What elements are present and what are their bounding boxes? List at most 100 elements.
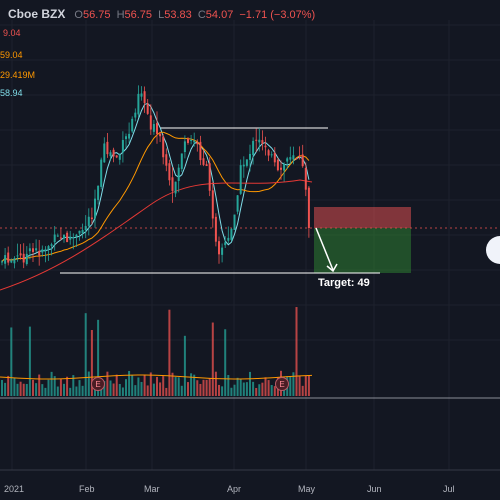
candle-body — [78, 230, 81, 234]
candle-body — [218, 241, 220, 255]
candle-body — [270, 154, 273, 156]
candle-body — [109, 152, 112, 157]
volume-bar — [211, 322, 214, 396]
x-tick: Jun — [367, 484, 382, 494]
earnings-marker[interactable]: E — [91, 377, 105, 391]
earnings-marker[interactable]: E — [275, 377, 289, 391]
x-tick: May — [298, 484, 316, 494]
candle-body — [69, 236, 72, 240]
candle-body — [286, 158, 289, 162]
candle-body — [72, 237, 75, 239]
volume-bar — [202, 379, 205, 396]
volume-bar — [137, 377, 140, 396]
candle-body — [183, 141, 186, 153]
volume-bar — [81, 385, 84, 396]
volume-bar — [84, 313, 87, 396]
candle-body — [193, 140, 196, 143]
candle-body — [103, 143, 106, 163]
indicator-value-4: 58.94 — [0, 88, 23, 98]
volume-bar — [16, 383, 19, 396]
volume-bar — [69, 387, 72, 396]
volume-bar — [149, 372, 152, 396]
volume-bar — [41, 384, 44, 396]
candle-body — [162, 136, 165, 158]
candle-body — [28, 248, 31, 252]
volume-ma-line — [0, 374, 313, 380]
candle-body — [50, 244, 53, 246]
volume-bar — [22, 383, 25, 396]
candle-body — [214, 216, 217, 242]
candle-body — [227, 237, 230, 241]
candle-body — [56, 235, 59, 237]
candle-body — [273, 152, 276, 163]
symbol-name[interactable]: Cboe BZX — [8, 7, 66, 21]
candle-body — [81, 230, 84, 234]
volume-bar — [214, 371, 217, 396]
volume-bar — [1, 380, 3, 396]
volume-bar — [63, 383, 65, 396]
volume-bar — [267, 380, 270, 396]
volume-bar — [156, 376, 158, 396]
candle-body — [44, 249, 47, 251]
indicator-value-2: 59.04 — [0, 50, 23, 60]
volume-bar — [249, 371, 251, 396]
volume-bar — [230, 387, 233, 396]
candle-body — [236, 195, 239, 212]
candle-body — [295, 158, 298, 160]
volume-bar — [165, 387, 168, 396]
chart-grid — [0, 20, 500, 470]
candle-body — [140, 93, 143, 97]
target-arrow — [315, 227, 334, 271]
volume-bar — [261, 382, 264, 396]
volume-bar — [258, 384, 261, 396]
volume-bar — [38, 374, 41, 396]
candle-body — [7, 252, 10, 263]
candle-body — [202, 158, 205, 165]
volume-bar — [72, 375, 75, 396]
volume-bar — [19, 381, 22, 396]
volume-bar — [47, 379, 50, 396]
position-zones — [314, 207, 411, 273]
volume-bar — [174, 376, 177, 396]
volume-bar — [295, 307, 298, 396]
volume-bar — [50, 371, 53, 396]
volume-bar — [162, 376, 165, 396]
volume-bar — [270, 385, 273, 396]
volume-bar — [190, 373, 193, 396]
candle-body — [106, 141, 109, 155]
candle-body — [112, 149, 115, 157]
candle-body — [165, 154, 168, 166]
candle-body — [115, 155, 118, 158]
volume-bar — [168, 309, 171, 396]
close-value: 54.07 — [205, 9, 234, 21]
candle-body — [304, 167, 307, 190]
candle-body — [97, 185, 100, 200]
candle-body — [177, 167, 180, 181]
candle-body — [230, 229, 233, 240]
moving-average-line — [0, 179, 313, 291]
volume-bar — [10, 327, 13, 396]
candle-body — [301, 154, 304, 167]
volume-bar — [208, 378, 211, 396]
candle-body — [134, 112, 137, 118]
volume-bar — [87, 371, 90, 396]
candle-body — [255, 139, 258, 141]
candle-body — [59, 237, 62, 239]
volume-bar — [13, 378, 16, 396]
candle-body — [125, 136, 127, 140]
x-tick: Mar — [144, 484, 160, 494]
candle-body — [25, 253, 28, 265]
volume-bar — [140, 381, 143, 396]
scroll-to-realtime-button[interactable] — [486, 236, 500, 264]
volume-bar — [196, 380, 199, 396]
candle-body — [118, 154, 121, 160]
volume-bar — [180, 385, 183, 396]
candle-body — [252, 140, 255, 155]
candle-body — [187, 138, 189, 143]
volume-bar — [236, 377, 239, 396]
volume-bar — [75, 386, 78, 396]
candle-body — [32, 248, 34, 252]
candle-body — [168, 163, 171, 181]
candle-body — [242, 164, 245, 167]
